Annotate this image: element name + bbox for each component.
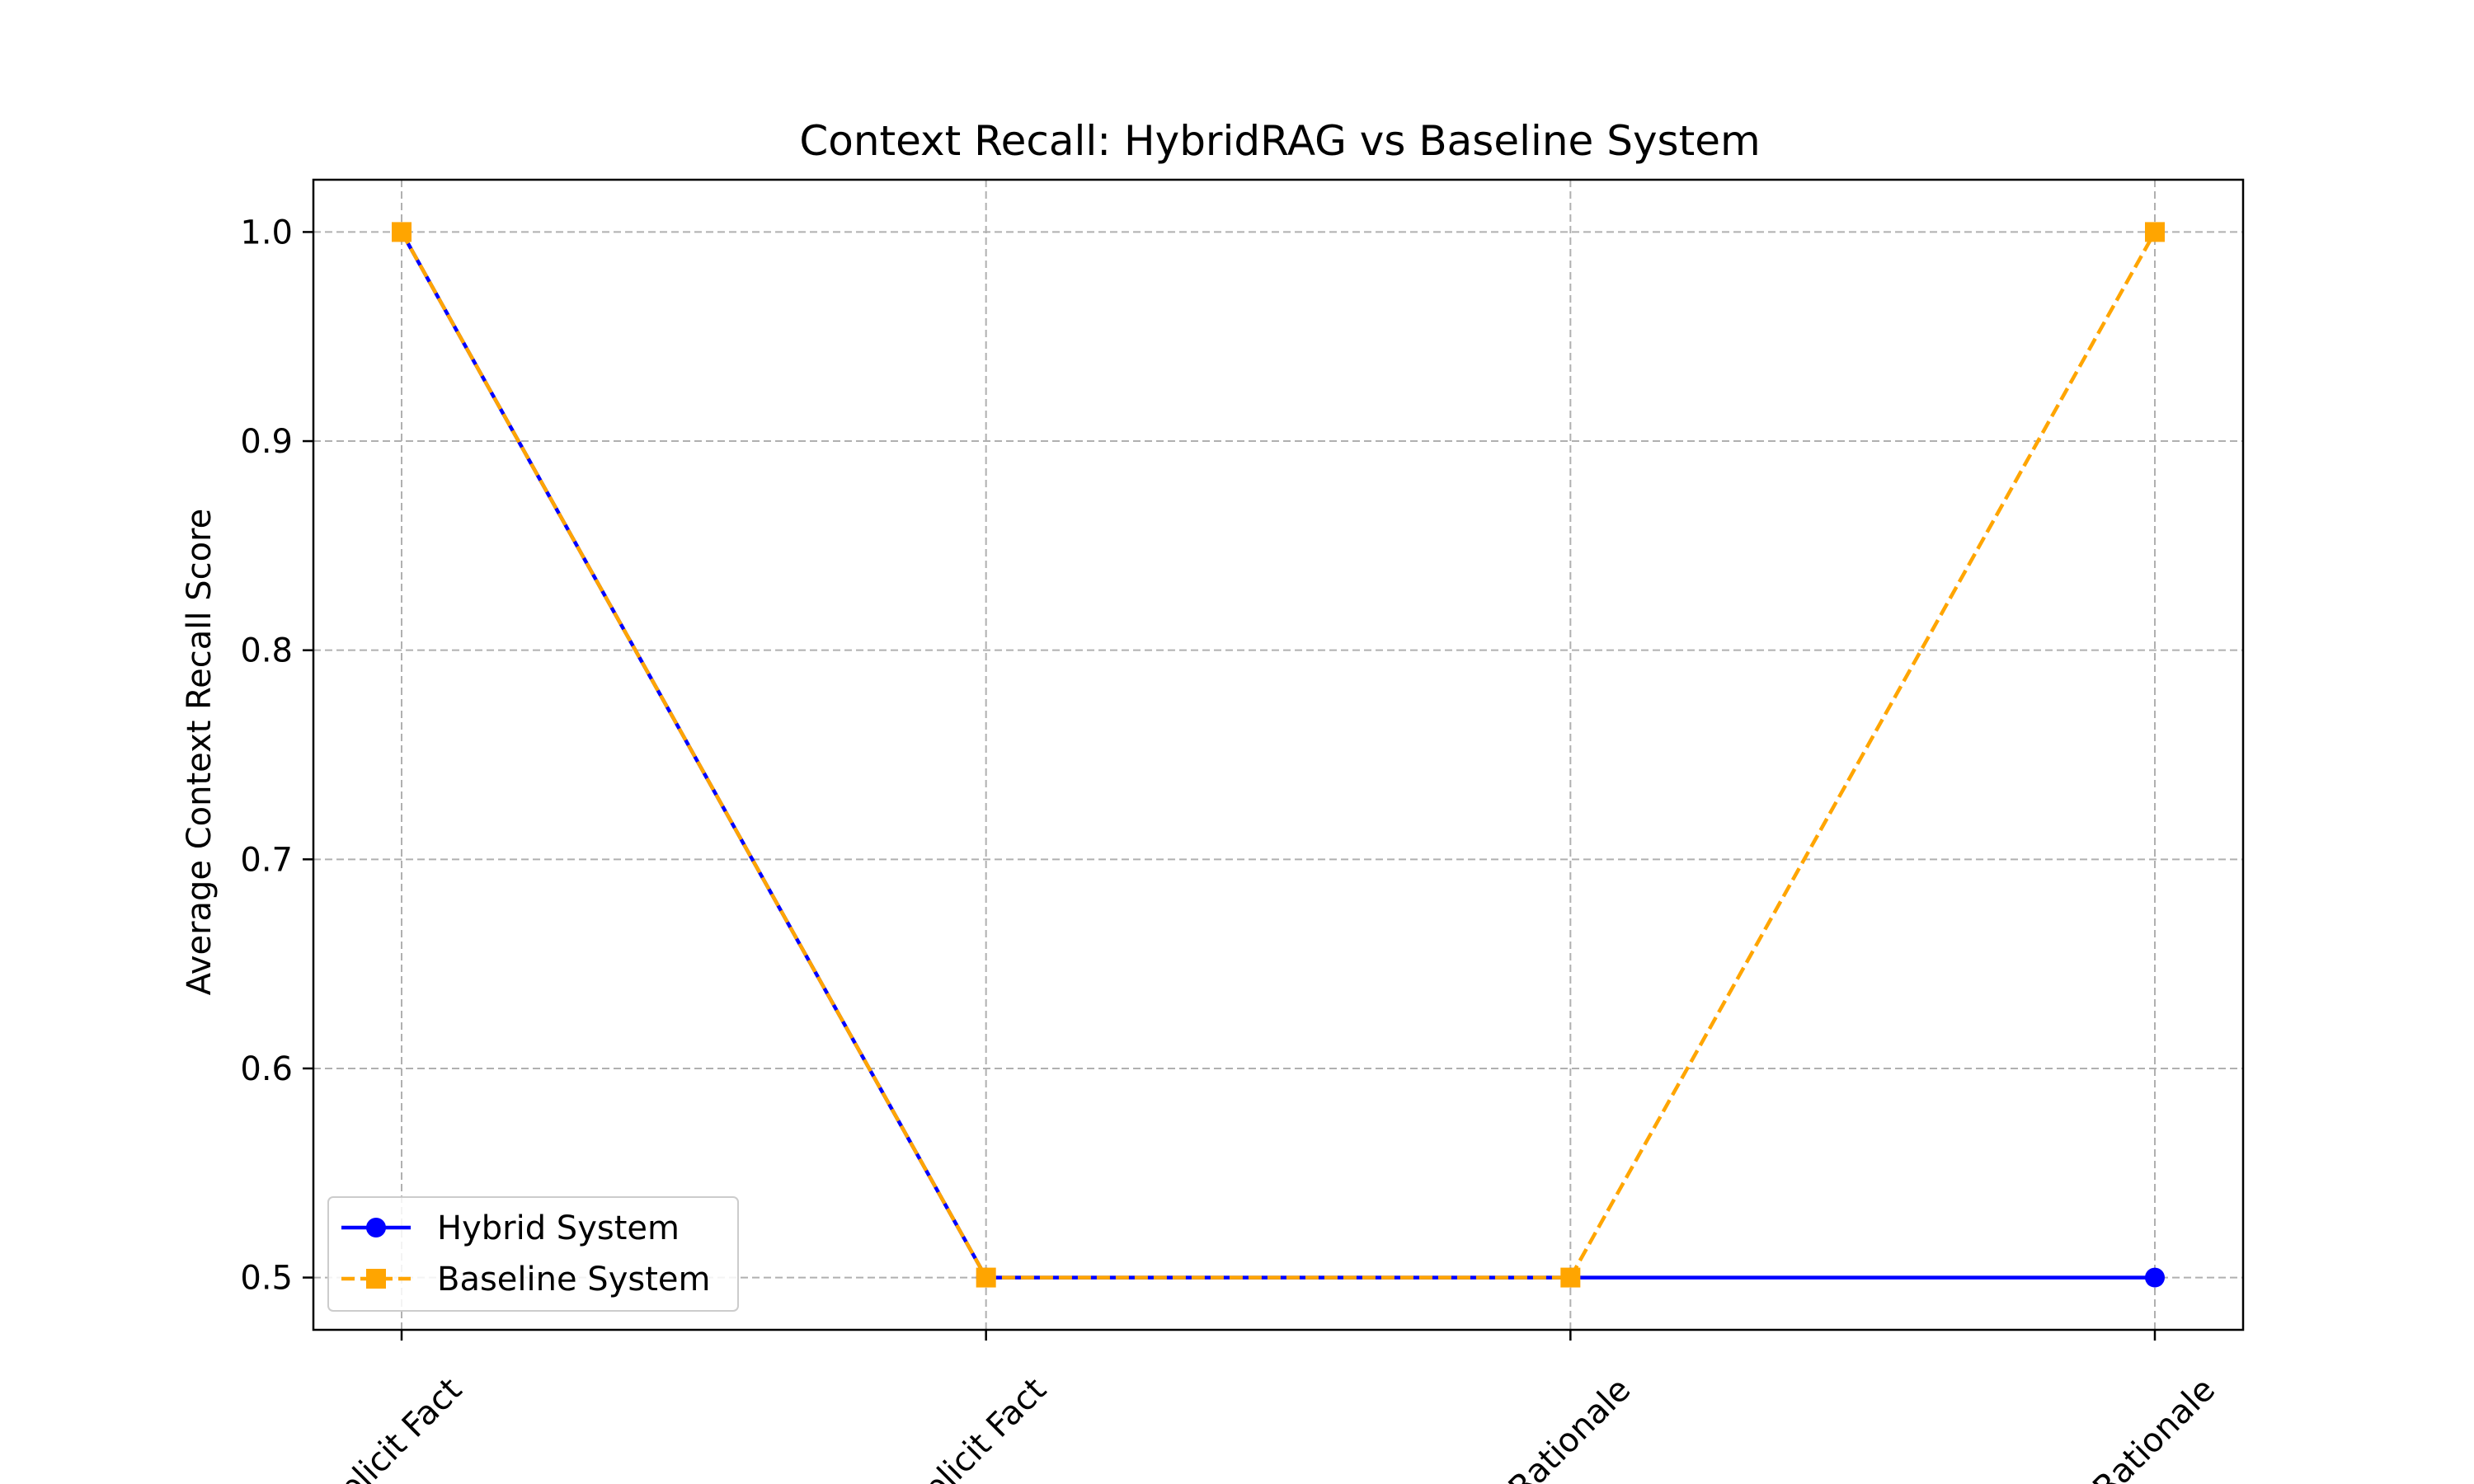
x-tick-label: Explicit Fact [303,1371,469,1484]
legend-marker [366,1218,386,1237]
series-line [400,231,2155,1280]
series-hybrid-system [392,222,2165,1288]
x-tick-label: e Rationale [2064,1371,2222,1484]
legend-label: Baseline System [437,1261,710,1298]
x-axis-ticks: Explicit Fact mplicit Fact n Rationale e Ra… [303,1330,2222,1484]
data-point [2145,222,2165,242]
data-point [2145,1267,2165,1288]
y-tick-label: 0.8 [240,632,293,670]
legend-entry: Hybrid System [341,1209,680,1247]
legend: Hybrid System Baseline System [327,1196,739,1312]
y-tick-label: 0.6 [240,1050,293,1088]
data-point [1560,1267,1581,1288]
data-point [392,222,412,242]
data-point [976,1267,996,1288]
x-tick-label: mplicit Fact [893,1371,1054,1484]
x-tick-label: n Rationale [1479,1371,1639,1484]
legend-label: Hybrid System [437,1209,680,1247]
series-line [400,231,2157,1280]
grid-lines [313,180,2243,1330]
plot-area-frame [312,178,2245,1331]
legend-entry: Baseline System [341,1261,710,1298]
chart-title: Context Recall: HybridRAG vs Baseline Sy… [799,117,1760,165]
y-axis-ticks: 0.5 0.6 0.7 0.8 0.9 1.0 [240,214,313,1298]
y-axis-label: Average Context Recall Score [181,509,219,995]
y-tick-label: 0.7 [240,841,293,879]
series-layer [392,222,2165,1288]
y-tick-label: 0.5 [240,1260,293,1298]
series-baseline-system [392,222,2165,1288]
legend-box [327,1196,739,1312]
legend-marker [366,1269,386,1289]
y-tick-label: 1.0 [240,214,293,251]
y-tick-label: 0.9 [240,423,293,461]
